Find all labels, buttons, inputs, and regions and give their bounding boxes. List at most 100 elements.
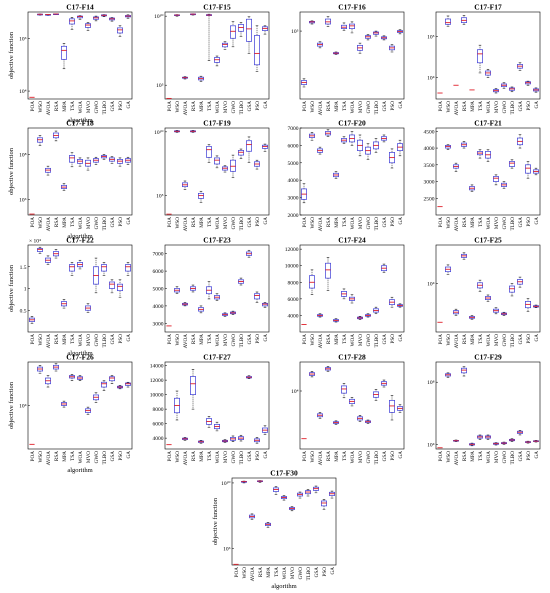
x-tick-label: WSO: [446, 451, 452, 463]
x-tick-label: WOA: [350, 334, 356, 347]
x-tick-label: GWO: [502, 101, 508, 114]
x-tick-label: TLBO: [510, 217, 516, 231]
x-tick-label: AVOA: [454, 334, 460, 349]
panel-title: C17-F17: [474, 3, 502, 12]
x-tick-label: GWO: [502, 451, 508, 464]
x-tick-label: GA: [263, 217, 269, 225]
x-tick-label: WOA: [486, 334, 492, 347]
plot-frame: [164, 361, 270, 450]
box-iqr: [222, 42, 228, 48]
y-tick-label: 10⁴: [291, 389, 299, 395]
plot-frame: [435, 244, 541, 333]
x-tick-label: POA: [302, 217, 308, 228]
x-tick-label: GWO: [298, 567, 304, 580]
x-tick-label: POA: [438, 101, 444, 112]
x-tick-label: MPA: [334, 217, 340, 228]
panel-c17-f18: C17-F18 10⁶ 10⁸ POA WSO AVOA RSA MPA TSA WOA MVO GW…: [8, 119, 133, 240]
panel-c17-f21: C17-F21 2500 3000 3500 4000 4500 POA WSO AVOA RSA…: [424, 119, 541, 231]
x-tick-label: AVOA: [454, 101, 460, 116]
x-tick-label: RSA: [258, 567, 264, 577]
x-tick-label: AVOA: [183, 334, 189, 349]
x-tick-label: AVOA: [318, 101, 324, 116]
x-tick-label: GSA: [110, 217, 116, 228]
x-tick-label: RSA: [462, 101, 468, 111]
y-tick-label: 10⁴: [427, 281, 435, 287]
x-tick-label: MVO: [223, 217, 229, 229]
x-tick-label: PSO: [526, 451, 532, 461]
box-iqr: [493, 176, 499, 182]
x-tick-label: POA: [302, 101, 308, 112]
plot-frame: [27, 361, 133, 450]
x-tick-label: RSA: [462, 217, 468, 227]
x-tick-label: PSO: [322, 567, 328, 577]
x-tick-label: RSA: [326, 101, 332, 111]
box-iqr: [117, 283, 123, 292]
x-tick-label: MVO: [290, 567, 296, 579]
box-iqr: [246, 18, 252, 42]
panel-title: C17-F30: [270, 469, 298, 478]
x-tick-label: WSO: [310, 451, 316, 463]
x-tick-label: WSO: [310, 217, 316, 229]
x-tick-label: GA: [398, 451, 404, 459]
y-tick-label: 4000: [153, 436, 164, 442]
x-tick-label: GA: [126, 451, 132, 459]
x-tick-label: POA: [234, 567, 240, 578]
x-tick-label: MPA: [334, 334, 340, 345]
panel-c17-f27: C17-F27 4000 6000 8000 10000 12000 14000 POA WSO…: [150, 353, 270, 466]
y-tick-label: 10⁴: [19, 89, 27, 95]
x-tick-label: PSO: [390, 101, 396, 111]
x-tick-label: GSA: [382, 217, 388, 228]
x-tick-label: GWO: [94, 334, 100, 347]
y-tick-label: 3500: [424, 163, 435, 169]
x-tick-label: GWO: [231, 101, 237, 114]
plot-frame: [231, 477, 337, 566]
panel-title: C17-F23: [203, 236, 231, 245]
x-tick-label: TLBO: [510, 101, 516, 115]
box-iqr: [230, 25, 236, 39]
x-tick-label: MVO: [494, 451, 500, 463]
x-tick-label: GSA: [247, 451, 253, 462]
x-tick-label: POA: [438, 334, 444, 345]
y-tick-label: 4000: [153, 304, 164, 310]
x-tick-label: RSA: [54, 451, 60, 461]
x-tick-label: GA: [263, 451, 269, 459]
y-tick-label: 10⁴: [19, 404, 27, 410]
box-iqr: [246, 140, 252, 152]
box-iqr: [117, 27, 123, 34]
y-tick-label: 10000: [150, 393, 164, 399]
box-iqr: [325, 262, 331, 279]
x-tick-label: PSO: [118, 217, 124, 227]
box-iqr: [214, 157, 220, 165]
x-tick-label: GSA: [382, 451, 388, 462]
x-tick-label: RSA: [191, 334, 197, 344]
y-tick-label: 6000: [288, 297, 299, 303]
x-tick-label: WSO: [446, 334, 452, 346]
x-tick-label: WOA: [350, 217, 356, 230]
x-tick-label: MVO: [223, 334, 229, 346]
x-tick-label: AVOA: [46, 101, 52, 116]
plot-frame: [299, 361, 405, 450]
x-tick-label: GWO: [502, 217, 508, 230]
panel-c17-f24: C17-F24 4000 6000 8000 10000 12000 POA WSO AVOA R…: [285, 236, 405, 348]
x-tick-label: MPA: [62, 334, 68, 345]
x-tick-label: GSA: [247, 217, 253, 228]
x-tick-label: PSO: [255, 217, 261, 227]
x-tick-label: AVOA: [183, 217, 189, 232]
x-tick-label: AVOA: [183, 451, 189, 466]
plot-frame: [435, 127, 541, 216]
x-tick-label: RSA: [54, 334, 60, 344]
x-tick-label: MPA: [199, 217, 205, 228]
x-tick-label: PSO: [118, 334, 124, 344]
x-tick-label: WOA: [78, 101, 84, 114]
x-tick-label: AVOA: [46, 451, 52, 466]
x-tick-label: TLBO: [239, 101, 245, 115]
x-tick-label: TSA: [207, 101, 213, 111]
x-tick-label: RSA: [462, 451, 468, 461]
y-tick-label: 10⁶: [223, 547, 231, 553]
x-tick-label: MVO: [358, 217, 364, 229]
x-tick-label: POA: [30, 217, 36, 228]
x-tick-label: MVO: [223, 101, 229, 113]
panel-title: C17-F26: [66, 353, 94, 362]
x-tick-label: GA: [398, 101, 404, 109]
